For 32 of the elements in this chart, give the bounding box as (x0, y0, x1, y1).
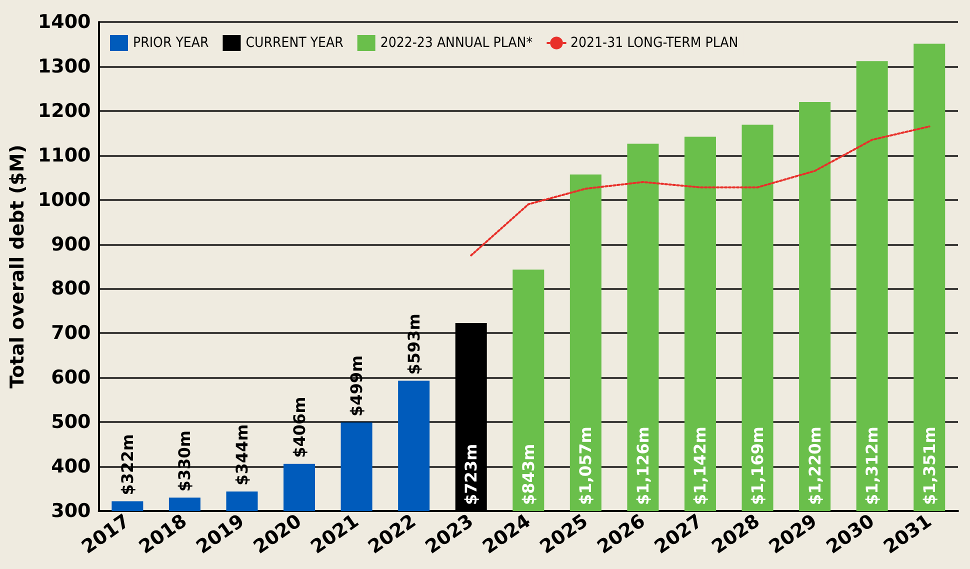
y-tick-label: 900 (51, 233, 91, 256)
data-label: $723m (462, 444, 481, 505)
y-tick-label: 600 (51, 366, 91, 389)
data-label: $344m (232, 424, 252, 486)
data-label: $843m (518, 444, 538, 505)
y-tick-label: 1100 (38, 144, 91, 166)
data-label: $1,126m (633, 426, 652, 505)
data-label: $1,142m (690, 426, 710, 505)
line-series (470, 125, 930, 256)
data-label: $322m (118, 434, 137, 496)
data-label: $1,312m (862, 426, 882, 505)
y-tick-label: 1000 (38, 188, 91, 211)
legend-label: 2022-23 ANNUAL PLAN* (380, 35, 533, 51)
y-tick-label: 800 (51, 278, 91, 300)
data-label: $499m (347, 355, 366, 417)
data-label: $330m (175, 430, 194, 492)
y-tick-label: 400 (51, 456, 91, 478)
data-label: $1,169m (748, 426, 768, 505)
y-tick-label: 500 (51, 411, 91, 434)
data-label: $1,057m (576, 426, 596, 505)
legend-label: CURRENT YEAR (246, 35, 344, 51)
y-tick-label: 700 (51, 322, 91, 344)
data-label: $406m (290, 396, 309, 458)
data-label: $1,351m (920, 426, 939, 505)
y-tick-label: 1400 (38, 11, 91, 33)
y-tick-label: 1200 (38, 100, 91, 122)
legend-label: PRIOR YEAR (133, 35, 209, 51)
data-label: $1,220m (805, 426, 824, 505)
data-label: $593m (404, 314, 424, 375)
legend-label: 2021-31 LONG-TERM PLAN (570, 35, 738, 51)
y-axis-title: Total overall debt ($M) (6, 144, 28, 388)
y-tick-label: 1300 (38, 55, 91, 78)
